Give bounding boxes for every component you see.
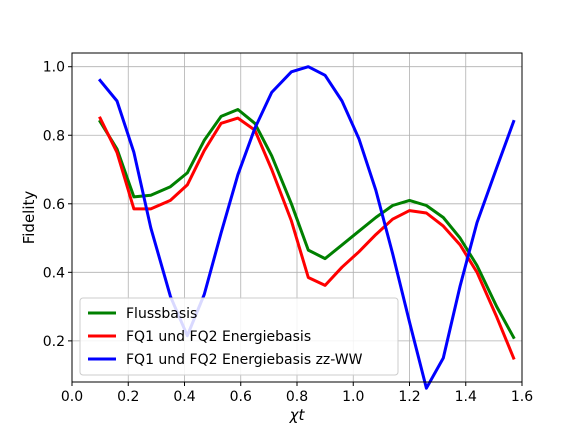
series-line-3 — [97, 65, 516, 390]
x-tick-label: 0.8 — [286, 389, 308, 405]
x-axis-ticks: 0.0 0.2 0.4 0.6 0.8 1.0 1.2 1.4 1.6 — [61, 382, 533, 405]
y-axis-label: Fidelity — [20, 191, 38, 245]
y-tick-label: 1.0 — [43, 60, 65, 76]
x-tick-label: 1.4 — [455, 389, 477, 405]
legend-box — [79, 297, 399, 376]
y-axis-ticks: 0.2 0.4 0.6 0.8 1.0 — [43, 60, 72, 350]
y-tick-label: 0.4 — [43, 265, 65, 281]
series-lines — [97, 65, 516, 390]
x-tick-label: 0.4 — [173, 389, 195, 405]
legend: Flussbasis FQ1 und FQ2 Energiebasis FQ1 un… — [79, 297, 399, 376]
x-tick-label: 1.6 — [511, 389, 533, 405]
series-line-2 — [98, 116, 516, 360]
legend-label-3: FQ1 und FQ2 Energiebasis zz-WW — [126, 352, 363, 368]
legend-label-1: Flussbasis — [126, 306, 197, 322]
legend-label-2: FQ1 und FQ2 Energiebasis — [126, 329, 311, 345]
y-tick-label: 0.2 — [43, 334, 65, 350]
y-tick-label: 0.6 — [43, 197, 65, 213]
x-tick-label: 0.6 — [230, 389, 252, 405]
x-axis-label: χt — [289, 406, 306, 424]
x-tick-label: 0.2 — [117, 389, 139, 405]
x-tick-label: 0.0 — [61, 389, 83, 405]
series-line-1 — [98, 108, 516, 340]
y-tick-label: 0.8 — [43, 128, 65, 144]
x-tick-label: 1.0 — [342, 389, 364, 405]
x-tick-label: 1.2 — [398, 389, 420, 405]
